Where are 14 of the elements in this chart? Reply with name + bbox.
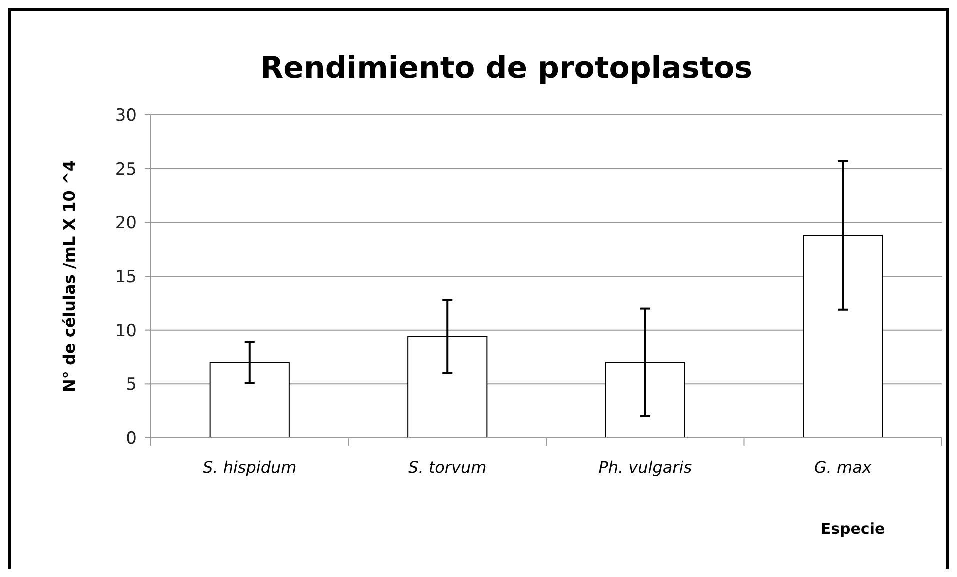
y-tick-label: 20: [115, 214, 137, 234]
x-tick-label: Ph. vulgaris: [598, 458, 692, 477]
x-tick-label: S. hispidum: [203, 458, 297, 477]
y-tick-label: 5: [126, 375, 137, 396]
y-tick-label: 25: [115, 160, 137, 180]
y-tick-label: 10: [115, 321, 137, 342]
chart-title: Rendimiento de protoplastos: [260, 51, 752, 86]
y-tick-label: 30: [115, 106, 137, 126]
y-tick-label: 0: [126, 428, 137, 449]
y-axis-title: N° de células /mL X 10 ^4: [60, 160, 79, 392]
x-tick-label: S. torvum: [408, 458, 487, 477]
x-axis-title: Especie: [820, 520, 886, 538]
x-tick-label: G. max: [814, 458, 872, 477]
y-tick-label: 15: [115, 267, 137, 288]
